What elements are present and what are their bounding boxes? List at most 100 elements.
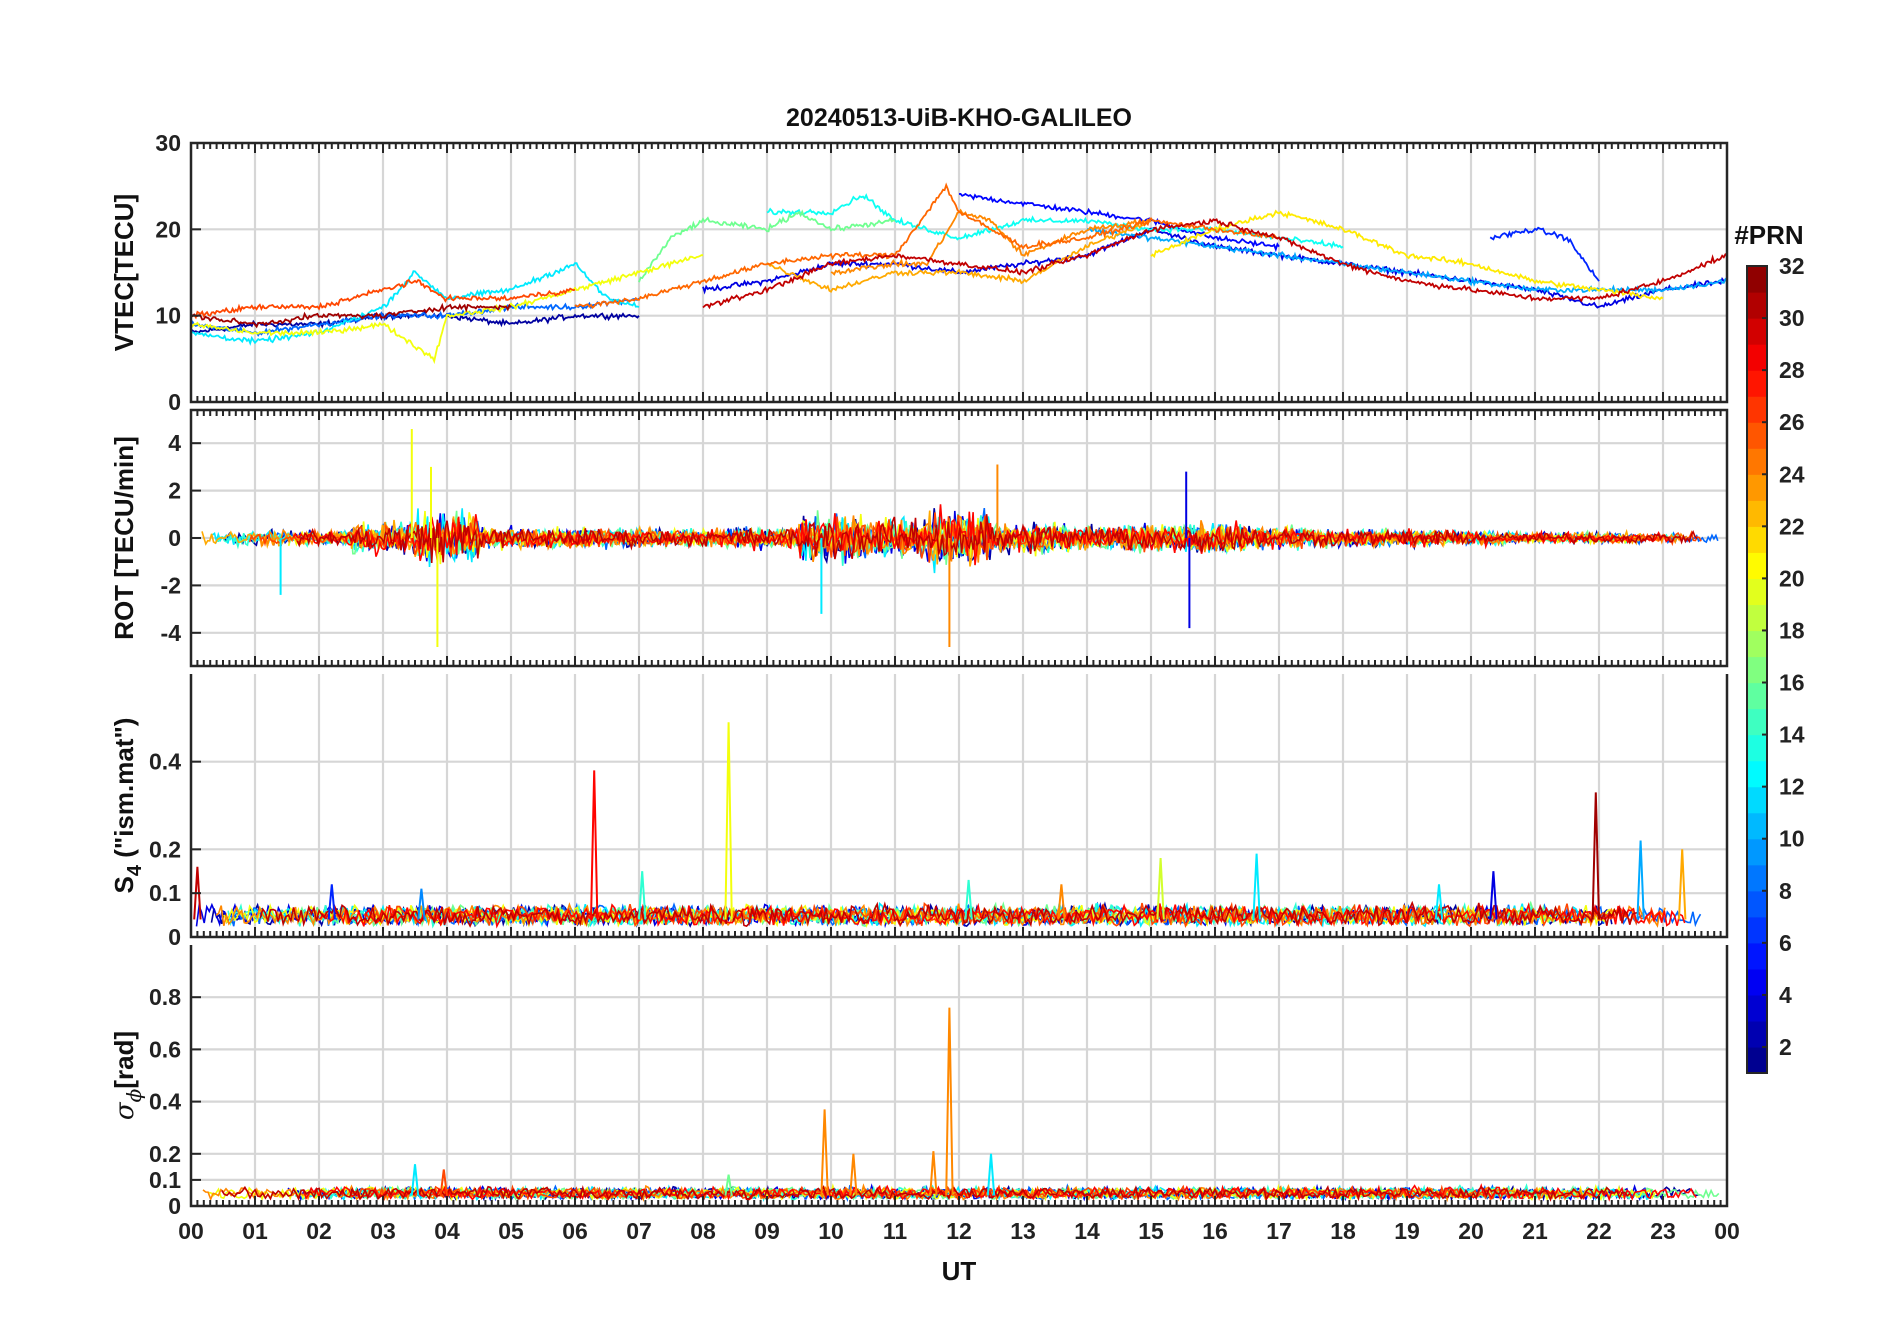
series-line-prn-31	[191, 302, 512, 329]
spike-mark	[590, 770, 599, 920]
spike-mark	[820, 1109, 829, 1196]
spike-mark	[1252, 853, 1261, 920]
colorbar-tick-label: 4	[1779, 982, 1792, 1008]
spike-mark	[849, 1153, 858, 1196]
colorbar-segment	[1747, 318, 1767, 345]
y-tick-label: 0	[168, 389, 181, 415]
colorbar-segment	[1747, 422, 1767, 449]
y-tick-label: -2	[161, 572, 181, 598]
y-tick-label: 0	[168, 1193, 181, 1219]
colorbar-segment	[1747, 968, 1767, 996]
y-tick-label: 0.4	[149, 1089, 181, 1115]
spike-mark	[1057, 884, 1066, 920]
colorbar-segment	[1747, 864, 1767, 892]
x-tick-label: 06	[562, 1218, 588, 1244]
grid-sigma_phi	[191, 945, 1727, 1206]
y-tick-label: 0.6	[149, 1036, 181, 1062]
colorbar-segment	[1747, 500, 1767, 527]
x-ticks-s4	[190, 927, 1728, 937]
series-line-prn-8	[191, 297, 640, 337]
x-tick-label: 10	[818, 1218, 844, 1244]
colorbar-segment	[1747, 578, 1767, 606]
spike-mark	[1156, 858, 1165, 920]
y-tick-label: 0.2	[149, 1141, 181, 1167]
x-tick-label: 19	[1394, 1218, 1420, 1244]
colorbar-tick-label: 30	[1779, 305, 1805, 331]
series-line-prn-12	[191, 262, 640, 346]
series-line-prn-10	[1086, 226, 1727, 295]
series-line-prn-23	[766, 219, 1152, 293]
colorbar-segment	[1747, 812, 1767, 840]
colorbar-segment	[1747, 370, 1767, 397]
colorbar-tick-label: 16	[1779, 670, 1805, 696]
plot-area-vtec	[191, 182, 1727, 365]
spike-mark	[986, 1153, 996, 1196]
spike-mark	[638, 871, 647, 920]
spike-mark	[439, 1169, 448, 1196]
x-tick-label: 05	[498, 1218, 524, 1244]
spike-mark	[417, 888, 426, 920]
x-tick-label: 11	[883, 1218, 908, 1244]
x-tick-label: 02	[306, 1218, 332, 1244]
y-tick-label: 2	[168, 478, 181, 504]
colorbar-segment	[1747, 474, 1767, 501]
colorbar-tick-label: 6	[1779, 930, 1792, 956]
colorbar-tick-label: 20	[1779, 565, 1805, 591]
colorbar-segment	[1747, 942, 1767, 970]
colorbar-tick-label: 26	[1779, 409, 1805, 435]
x-tick-label: 14	[1074, 1218, 1100, 1244]
colorbar-segment	[1747, 1020, 1767, 1048]
series-line-prn-21	[1150, 209, 1664, 301]
grid-s4	[191, 674, 1727, 937]
y-axis-label-s4: S4 ("ism.mat")	[109, 718, 146, 894]
colorbar-segment	[1747, 890, 1767, 918]
panel-sigma_phi: 00.10.2 0.4 0.6 0.8σϕ[rad]	[109, 945, 1729, 1219]
series-line-prn-5	[958, 192, 1280, 253]
x-tick-label: 15	[1138, 1218, 1164, 1244]
colorbar-segment	[1747, 838, 1767, 866]
x-tick-label: 20	[1458, 1218, 1484, 1244]
y-tick-label: 0.1	[149, 880, 181, 906]
colorbar-tick-label: 10	[1779, 826, 1805, 852]
y-axis-label-vtec: VTEC[TECU]	[109, 194, 139, 351]
colorbar-segment	[1747, 760, 1767, 788]
plot-area-rot	[201, 428, 1719, 648]
x-tick-label: 21	[1522, 1218, 1548, 1244]
spike-mark	[724, 722, 733, 920]
x-tick-label: 00	[178, 1218, 204, 1244]
series-line-prn-20	[191, 254, 703, 365]
colorbar-segment	[1747, 786, 1767, 814]
y-axis-label-rot: ROT [TECU/min]	[109, 436, 139, 640]
x-tick-label: 13	[1010, 1218, 1036, 1244]
x-tick-label: 08	[690, 1218, 716, 1244]
x-tick-label: 01	[242, 1218, 268, 1244]
series-line-prn-30	[259, 900, 1638, 928]
x-ticks-rot	[190, 410, 1728, 666]
spike-mark	[1678, 849, 1687, 920]
colorbar-segment	[1747, 448, 1767, 475]
spike-mark	[410, 1164, 420, 1196]
colorbar-segment	[1747, 292, 1767, 319]
colorbar-frame	[1746, 265, 1768, 1074]
x-axis-label: UT	[942, 1256, 977, 1286]
y-tick-label: 20	[155, 216, 181, 242]
y-tick-label: 0.2	[149, 836, 181, 862]
panel-vtec: 0 10 20 30 VTEC[TECU]	[109, 130, 1729, 415]
spike-mark	[1591, 792, 1600, 920]
plot-area-s4	[193, 722, 1702, 929]
y-tick-label: 0.8	[149, 984, 181, 1010]
colorbar-segment	[1747, 916, 1767, 944]
y-tick-label: -4	[161, 620, 182, 646]
panel-s4: 0 0.1 0.2 0.4S4 ("ism.mat")	[109, 674, 1729, 950]
spike-mark	[1636, 840, 1645, 920]
series-line-prn-24	[830, 208, 1152, 276]
series-line-prn-30	[221, 1184, 1631, 1202]
colorbar-segment	[1747, 734, 1767, 762]
x-axis: 00 01 02 03 04 05 06 07 08 09 10 11 12 13 14 15 16 17 18 19…	[178, 1218, 1740, 1244]
y-tick-label: 30	[155, 130, 181, 156]
colorbar-segment	[1747, 708, 1767, 736]
series-line-prn-30	[702, 218, 1727, 310]
